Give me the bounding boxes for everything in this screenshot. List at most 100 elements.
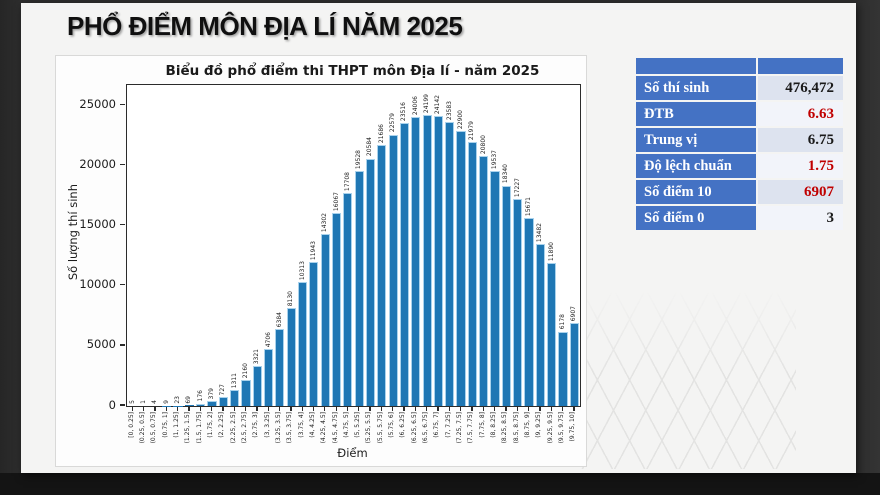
- bar-value-label: 69: [185, 395, 193, 404]
- bar-value-label: 24199: [423, 93, 431, 114]
- bar: [501, 185, 511, 406]
- stat-value-cell: 1.75: [758, 154, 843, 178]
- x-tick-mark: [528, 406, 530, 411]
- chart-title: Biểu đồ phổ điểm thi THPT môn Địa lí - n…: [165, 63, 540, 79]
- plot-area: 5 1 4 9 23 69 176 379 727 1311 2160 3321 4706 6384 813…: [126, 84, 581, 407]
- x-tick-label: (4.5, 4.75]: [331, 412, 339, 444]
- bar-value-label: 21979: [468, 120, 476, 140]
- bar-value-label: 6384: [275, 311, 283, 328]
- bar: [229, 390, 240, 406]
- table-row: ĐTB 6.63: [636, 102, 843, 126]
- x-tick-label: (4.75, 5]: [342, 412, 350, 438]
- stat-value-cell: 476,472: [758, 76, 843, 100]
- x-tick-label: [0, 0.25]: [127, 412, 135, 438]
- bar-value-label: 379: [207, 388, 215, 400]
- bar-value-label: 11943: [309, 241, 317, 261]
- bar-value-label: 13482: [536, 222, 544, 242]
- x-tick-label: (1, 1.25]: [172, 412, 180, 438]
- x-tick-mark: [516, 406, 518, 411]
- bar-value-label: 22900: [457, 109, 465, 129]
- x-tick-mark: [380, 406, 383, 411]
- bar: [343, 193, 353, 406]
- y-tick-mark: [120, 103, 125, 106]
- bar-value-label: 19528: [355, 150, 363, 170]
- x-tick-mark: [154, 406, 156, 411]
- x-tick-mark: [369, 406, 371, 411]
- stat-value-cell: 6.75: [758, 128, 843, 152]
- y-tick-label: 20000: [79, 157, 116, 172]
- bar-value-label: 10313: [298, 260, 306, 281]
- table-header-cell: [636, 58, 756, 74]
- bar-value-label: 20800: [479, 134, 487, 154]
- bar: [535, 243, 545, 406]
- x-tick-mark: [301, 406, 303, 411]
- bar-value-label: 15671: [525, 196, 533, 216]
- bar: [411, 117, 421, 406]
- bar-value-label: 4706: [264, 332, 272, 348]
- bar: [320, 234, 330, 406]
- stat-label-cell: Số điểm 10: [636, 180, 756, 204]
- bar-value-label: 4: [151, 400, 159, 404]
- bar-value-label: 24006: [411, 96, 419, 116]
- x-tick-label: (7.5, 7.75]: [467, 412, 475, 444]
- bar: [445, 122, 455, 406]
- x-tick-mark: [482, 406, 485, 411]
- bar: [524, 217, 534, 406]
- x-tick-mark: [494, 406, 496, 411]
- bottom-dark-band: [0, 473, 880, 495]
- bar: [513, 198, 523, 406]
- x-tick-mark: [414, 406, 417, 411]
- bar-value-label: 6907: [570, 305, 578, 321]
- bar-value-label: 3321: [253, 348, 261, 365]
- x-tick-mark: [471, 406, 473, 411]
- bar: [354, 171, 364, 406]
- bar: [297, 282, 308, 406]
- x-tick-mark: [448, 406, 451, 411]
- x-tick-label: (2.5, 2.75]: [240, 412, 248, 444]
- bar: [218, 397, 228, 406]
- table-header-row: [636, 58, 843, 74]
- bar-value-label: 6178: [559, 314, 566, 330]
- stat-label-cell: Số thí sinh: [636, 76, 756, 100]
- page-title: PHỔ ĐIỂM MÔN ĐỊA LÍ NĂM 2025: [67, 11, 463, 41]
- x-tick-label: (8, 8.25]: [490, 412, 498, 438]
- x-tick-mark: [131, 406, 133, 411]
- x-tick-mark: [244, 406, 247, 411]
- y-axis-label: Số lượng thí sinh: [66, 184, 80, 281]
- x-tick-mark: [539, 406, 541, 411]
- bar-value-label: 11890: [547, 241, 555, 262]
- bar-value-label: 18340: [502, 164, 510, 184]
- bar-value-label: 5: [128, 400, 136, 404]
- y-tick-label: 5000: [86, 337, 116, 352]
- x-axis-label: Điểm: [337, 446, 368, 460]
- bar: [275, 329, 285, 406]
- bar-value-label: 19537: [491, 150, 499, 170]
- stat-label-cell: ĐTB: [636, 102, 756, 126]
- x-tick-label: (2.75, 3]: [252, 412, 260, 438]
- bar: [558, 331, 568, 406]
- x-tick-label: (9, 9.25]: [535, 412, 543, 438]
- x-tick-label: (1.5, 1.75]: [195, 412, 203, 444]
- x-tick-mark: [426, 406, 428, 411]
- table-row: Trung vị 6.75: [636, 128, 843, 152]
- bar-value-label: 20584: [366, 137, 374, 157]
- y-tick-mark: [120, 404, 125, 406]
- bar: [377, 145, 387, 406]
- bar-value-label: 14302: [321, 212, 329, 233]
- x-tick-mark: [562, 406, 564, 411]
- x-tick-label: (4, 4.25]: [308, 412, 316, 438]
- bar-value-label: 22579: [389, 113, 397, 133]
- bar: [309, 262, 319, 406]
- x-tick-label: (6, 6.25]: [399, 412, 407, 438]
- x-tick-label: (5.75, 6]: [388, 412, 396, 438]
- x-tick-label: (7.75, 8]: [478, 412, 486, 438]
- bar-value-label: 17708: [343, 172, 351, 192]
- x-tick-mark: [550, 406, 552, 411]
- stat-label-cell: Số điểm 0: [636, 206, 756, 230]
- bar: [331, 212, 342, 406]
- x-tick-label: (0.75, 1]: [161, 412, 169, 438]
- x-tick-label: (8.75, 9]: [524, 412, 532, 438]
- bar: [241, 380, 251, 406]
- x-tick-mark: [335, 406, 337, 411]
